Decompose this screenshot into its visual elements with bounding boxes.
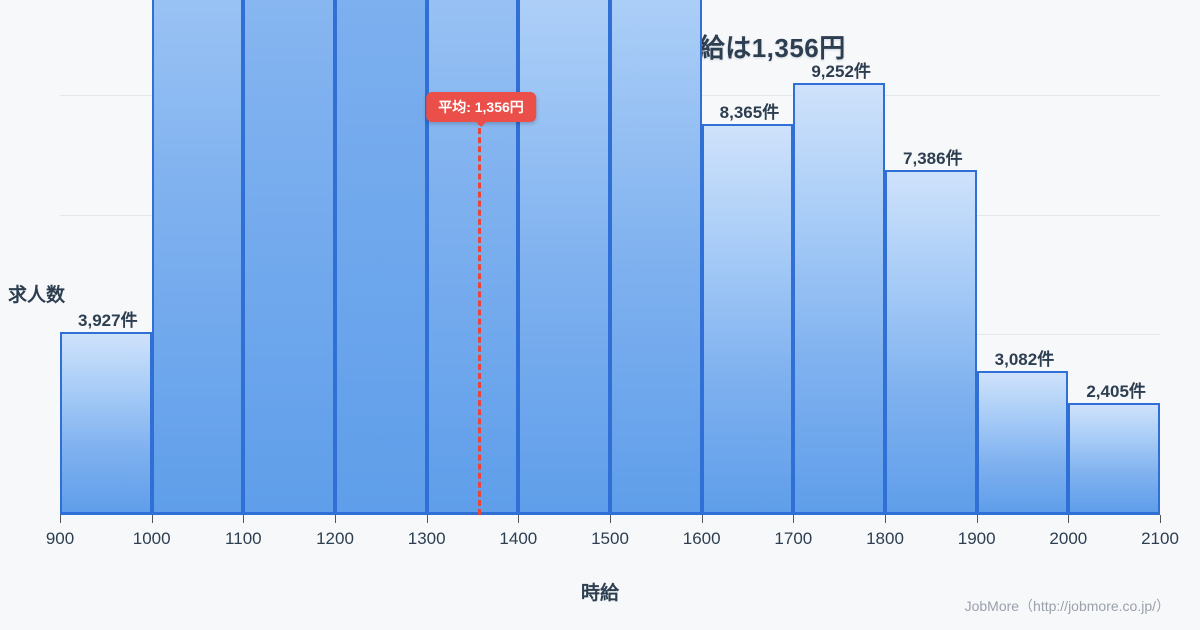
x-tick <box>60 515 61 523</box>
bar-value-1800-1900: 7,386件 <box>903 144 963 169</box>
bar-1700-1800[interactable]: 9,252件 <box>793 83 885 515</box>
x-tick <box>243 515 244 523</box>
x-tick-label: 1700 <box>774 529 812 549</box>
bar-1400-1500[interactable]: 15,126件 <box>518 0 610 515</box>
x-tick-label: 1800 <box>866 529 904 549</box>
x-tick-label: 2000 <box>1049 529 1087 549</box>
bar-value-900-1000: 3,927件 <box>78 306 138 331</box>
bar-1200-1300[interactable]: 34,002件 <box>335 0 427 515</box>
x-tick <box>1068 515 1069 523</box>
x-tick <box>977 515 978 523</box>
x-tick <box>1160 515 1161 523</box>
bar-value-1900-2000: 3,082件 <box>995 345 1055 370</box>
bar-value-2000-2100: 2,405件 <box>1086 377 1146 402</box>
average-line: 平均: 1,356円 <box>478 110 481 515</box>
x-tick-label: 1300 <box>408 529 446 549</box>
x-tick <box>427 515 428 523</box>
x-tick-label: 1500 <box>591 529 629 549</box>
x-tick-label: 1600 <box>683 529 721 549</box>
bar-1300-1400[interactable]: 19,940件 <box>427 0 519 515</box>
x-tick <box>885 515 886 523</box>
bar-2000-2100[interactable]: 2,405件 <box>1068 403 1160 515</box>
bar-1000-1100[interactable]: 19,442件 <box>152 0 244 515</box>
x-tick <box>335 515 336 523</box>
x-tick-label: 1100 <box>225 529 262 549</box>
bar-1800-1900[interactable]: 7,386件 <box>885 170 977 515</box>
x-tick-label: 1400 <box>499 529 537 549</box>
x-tick-label: 1000 <box>133 529 171 549</box>
x-tick <box>702 515 703 523</box>
credit-text: JobMore（http://jobmore.co.jp/） <box>965 596 1170 616</box>
x-tick-label: 900 <box>46 529 74 549</box>
x-tick-label: 1900 <box>958 529 996 549</box>
x-tick <box>152 515 153 523</box>
x-tick-label: 2100 <box>1141 529 1179 549</box>
bar-1100-1200[interactable]: 26,228件 <box>243 0 335 515</box>
plot-area: 3,927件 19,442件 26,228件 34,002件 19,940件 1… <box>60 95 1160 515</box>
x-tick <box>610 515 611 523</box>
x-tick <box>793 515 794 523</box>
bar-900-1000[interactable]: 3,927件 <box>60 332 152 515</box>
bar-value-1600-1700: 8,365件 <box>720 98 780 123</box>
bar-value-1700-1800: 9,252件 <box>811 57 871 82</box>
bar-1500-1600[interactable]: 15,381件 <box>610 0 702 515</box>
x-tick <box>518 515 519 523</box>
x-axis-label: 時給 <box>581 578 619 605</box>
chart-container: 兵庫県姫路市網干駅の平均時給は1,356円 3,927件 19,442件 26,… <box>0 0 1200 630</box>
bar-1600-1700[interactable]: 8,365件 <box>702 124 794 515</box>
y-axis-label: 求人数 <box>8 280 65 307</box>
average-badge: 平均: 1,356円 <box>426 92 536 122</box>
bar-1900-2000[interactable]: 3,082件 <box>977 371 1069 515</box>
x-tick-label: 1200 <box>316 529 354 549</box>
